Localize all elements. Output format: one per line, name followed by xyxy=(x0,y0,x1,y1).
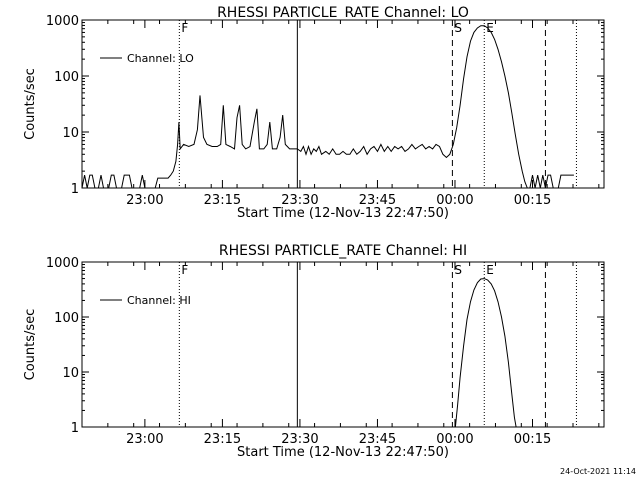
y-tick-label: 1 xyxy=(71,182,79,197)
plot-frame xyxy=(81,261,605,428)
y-tick-label: 1 xyxy=(71,421,79,436)
event-marker-label: F xyxy=(181,263,188,277)
x-tick-label: 23:30 xyxy=(281,193,318,208)
series-line xyxy=(454,278,517,428)
footer-date: 24-Oct-2021 11:14 xyxy=(560,467,636,476)
legend-label: Channel: LO xyxy=(127,52,194,65)
event-marker-label: S xyxy=(454,21,462,35)
chart-title: RHESSI PARTICLE_RATE Channel: HI xyxy=(219,243,467,259)
y-axis-label: Counts/sec xyxy=(23,68,38,140)
x-tick-label: 23:30 xyxy=(281,432,318,447)
x-tick-label: 23:15 xyxy=(204,432,241,447)
x-axis-label: Start Time (12-Nov-13 22:47:50) xyxy=(237,206,449,221)
x-tick-label: 23:00 xyxy=(126,193,163,208)
x-tick-label: 23:15 xyxy=(204,193,241,208)
x-tick-label: 23:00 xyxy=(126,432,163,447)
x-tick-label: 23:45 xyxy=(359,193,396,208)
chart-panel-lo: RHESSI PARTICLE_RATE Channel: LO 1 10 100 10… xyxy=(23,5,605,221)
y-tick-label: 1000 xyxy=(46,256,79,271)
event-marker-label: E xyxy=(486,21,494,35)
x-tick-label: 00:15 xyxy=(514,193,551,208)
event-marker-label: E xyxy=(486,263,494,277)
x-axis-label: Start Time (12-Nov-13 22:47:50) xyxy=(237,445,449,460)
y-tick-label: 100 xyxy=(54,70,79,85)
x-tick-label: 00:15 xyxy=(514,432,551,447)
chart-panel-hi: RHESSI PARTICLE_RATE Channel: HI 1 10 100 10… xyxy=(23,243,605,460)
y-tick-label: 10 xyxy=(62,366,79,381)
event-marker-label: F xyxy=(181,21,188,35)
plot-frame xyxy=(81,19,605,189)
y-tick-label: 10 xyxy=(62,126,79,141)
legend-label: Channel: HI xyxy=(127,294,191,307)
y-axis-label: Counts/sec xyxy=(23,309,38,381)
chart-title: RHESSI PARTICLE_RATE Channel: LO xyxy=(217,5,469,21)
y-tick-label: 100 xyxy=(54,311,79,326)
series-line xyxy=(81,25,574,189)
event-marker-label: S xyxy=(454,263,462,277)
x-tick-label: 00:00 xyxy=(436,432,473,447)
y-tick-label: 1000 xyxy=(46,14,79,29)
x-tick-label: 00:00 xyxy=(436,193,473,208)
x-tick-label: 23:45 xyxy=(359,432,396,447)
